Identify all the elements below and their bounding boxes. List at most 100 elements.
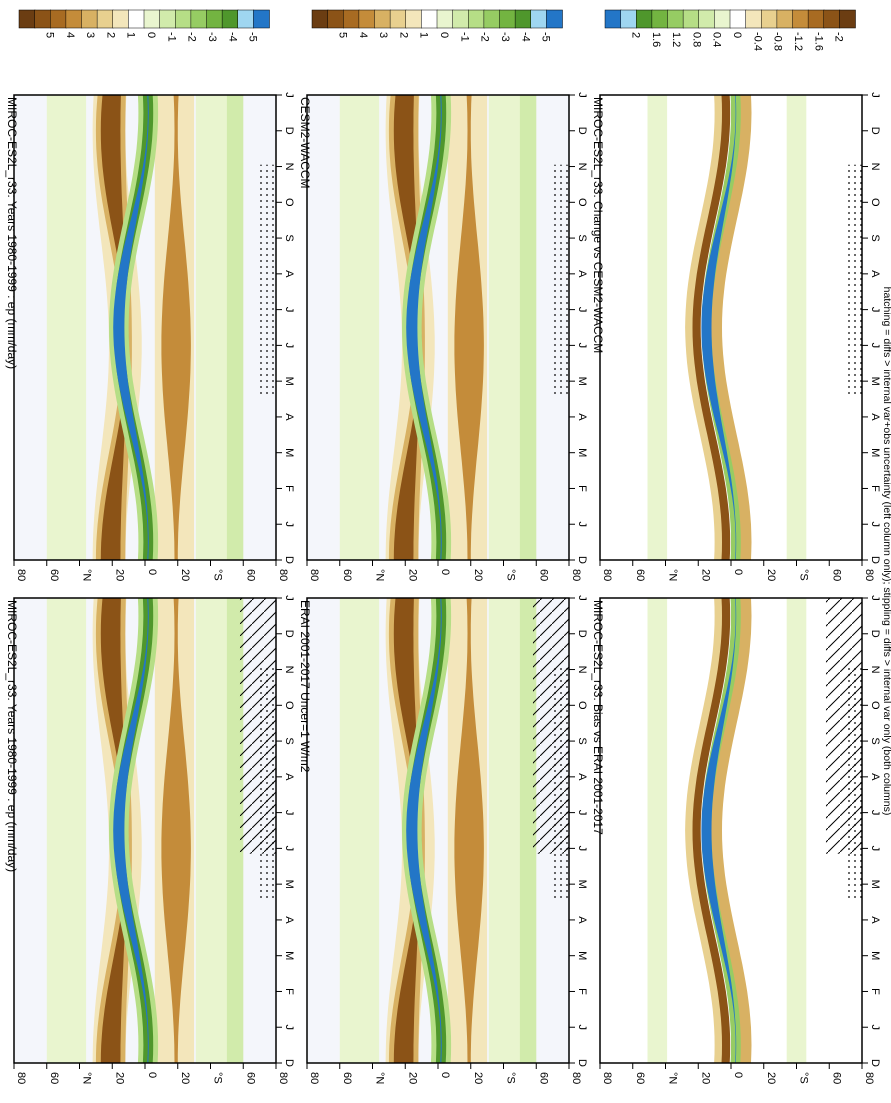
colorbar-tick-label: 2 <box>629 32 641 38</box>
y-tick-label: 80 <box>308 569 320 581</box>
colorbar-tick-label: -3 <box>499 32 511 42</box>
x-tick-label: M <box>576 880 588 889</box>
sh-dry-core <box>454 598 484 1063</box>
colorbar-swatch <box>159 9 176 29</box>
colorbar-swatch <box>792 9 809 29</box>
heatmap-field <box>600 95 862 560</box>
colorbar-swatch <box>206 9 223 29</box>
y-tick-label: °N <box>81 569 93 581</box>
colorbar-tick-label: 3 <box>84 32 96 38</box>
colorbar-tick-label: 1.2 <box>670 32 682 47</box>
y-tick-label: °N <box>374 569 386 581</box>
colorbar-swatch <box>96 9 114 29</box>
colorbar-swatch <box>143 9 161 29</box>
colorbar-swatch <box>514 9 532 29</box>
colorbar-swatch <box>190 9 208 29</box>
y-tick-label: 60 <box>537 1072 549 1084</box>
y-tick-label: 20 <box>472 569 484 581</box>
colorbar: 5 4 3 2 1 0 -1 -2 -3 -4 -5 <box>311 9 563 42</box>
panel-5: 80 60 °N 20 0 20 °S 60 80 D J F M A M J J A S O N D J MIROC-ES2… <box>591 512 881 1084</box>
x-tick-label: D <box>283 1059 295 1067</box>
y-tick-label: °S <box>212 569 224 581</box>
y-tick-label: 20 <box>699 569 711 581</box>
colorbar-swatch <box>65 9 83 29</box>
colorbar-tick-label: -5 <box>247 32 259 42</box>
colorbar-tick-label: 1 <box>418 32 430 38</box>
colorbar-swatch <box>823 9 841 29</box>
colorbar-swatch <box>34 9 51 29</box>
colorbar-swatch <box>221 9 239 29</box>
y-tick-label: 20 <box>113 569 125 581</box>
y-tick-label: °S <box>212 1072 224 1084</box>
colorbar-swatch <box>468 9 485 29</box>
x-tick-label: J <box>283 92 295 98</box>
x-tick-label: A <box>869 916 881 924</box>
heatmap-field <box>14 95 276 560</box>
colorbar-swatch <box>389 9 407 29</box>
itcz-max <box>113 598 149 1063</box>
stippling <box>552 667 569 901</box>
x-tick-label: O <box>576 701 588 710</box>
x-tick-label: A <box>283 270 295 278</box>
x-tick-label: O <box>283 198 295 207</box>
y-tick-label: 0 <box>732 569 744 575</box>
heatmap-field <box>307 598 569 1063</box>
x-tick-label: J <box>576 92 588 98</box>
colorbar-tick-label: 4 <box>357 32 369 38</box>
x-tick-label: J <box>869 1024 881 1030</box>
colorbar-swatch <box>237 9 255 29</box>
y-tick-label: 20 <box>472 1072 484 1084</box>
panel-6: 80 60 °N 20 0 20 °S 60 80DJFMAMJJASONDJMIROC-ES2… <box>591 9 881 581</box>
y-tick-label: 80 <box>15 569 27 581</box>
x-tick-label: J <box>576 521 588 527</box>
y-tick-label: 20 <box>406 1072 418 1084</box>
nh-dry-max <box>100 598 129 1063</box>
y-tick-label: °S <box>798 1072 810 1084</box>
panel-title: MIROC-ES2L_r33: Change vs CESM2-WACCM <box>591 97 605 353</box>
x-tick-label: D <box>283 630 295 638</box>
x-tick-label: J <box>283 595 295 601</box>
x-tick-label: A <box>869 413 881 421</box>
colorbar-swatch <box>421 9 438 29</box>
colorbar-swatch <box>620 9 637 29</box>
x-tick-label: D <box>869 630 881 638</box>
x-tick-label: J <box>869 92 881 98</box>
y-tick-label: 60 <box>341 569 353 581</box>
sh-storm-band <box>519 598 537 1063</box>
y-tick-label: 80 <box>863 1072 875 1084</box>
x-tick-label: A <box>869 773 881 781</box>
heatmap-field <box>14 598 276 1063</box>
x-tick-label: F <box>576 485 588 492</box>
diff-neg-core <box>701 598 737 1063</box>
x-tick-label: S <box>576 737 588 744</box>
y-tick-label: 60 <box>830 1072 842 1084</box>
x-tick-label: D <box>283 127 295 135</box>
y-tick-label: 60 <box>341 1072 353 1084</box>
panel-2: 80 60 °N 20 0 20 °S 60 80DJFMAMJJASONDJMIROC-ES2… <box>5 9 295 581</box>
y-tick-label: °N <box>374 1072 386 1084</box>
diff-neg-core <box>701 95 737 560</box>
x-tick-label: J <box>869 307 881 313</box>
nh-dry-max <box>393 598 422 1063</box>
x-tick-label: S <box>869 737 881 744</box>
colorbar-swatch <box>452 9 469 29</box>
colorbar-swatch <box>50 9 67 29</box>
colorbar-tick-label: 1 <box>125 32 137 38</box>
y-tick-label: 60 <box>634 569 646 581</box>
y-tick-label: 0 <box>146 569 158 575</box>
nh-dry-max <box>393 95 422 560</box>
x-tick-label: M <box>869 377 881 386</box>
x-tick-label: N <box>283 666 295 674</box>
x-tick-label: J <box>283 307 295 313</box>
y-tick-label: 20 <box>765 1072 777 1084</box>
y-tick-label: 60 <box>48 1072 60 1084</box>
colorbar-swatch <box>807 9 825 29</box>
x-tick-label: D <box>576 556 588 564</box>
colorbar-swatch <box>175 9 192 29</box>
x-tick-label: O <box>576 198 588 207</box>
colorbar-tick-label: 4 <box>64 32 76 38</box>
nh-midlat-band <box>339 95 380 560</box>
colorbar-tick-label: -4 <box>226 32 238 42</box>
colorbar-swatch <box>253 9 270 29</box>
panel-4: 80 60 °N 20 0 20 °S 60 80DJFMAMJJASONDJCESM2-WAC… <box>298 9 588 581</box>
